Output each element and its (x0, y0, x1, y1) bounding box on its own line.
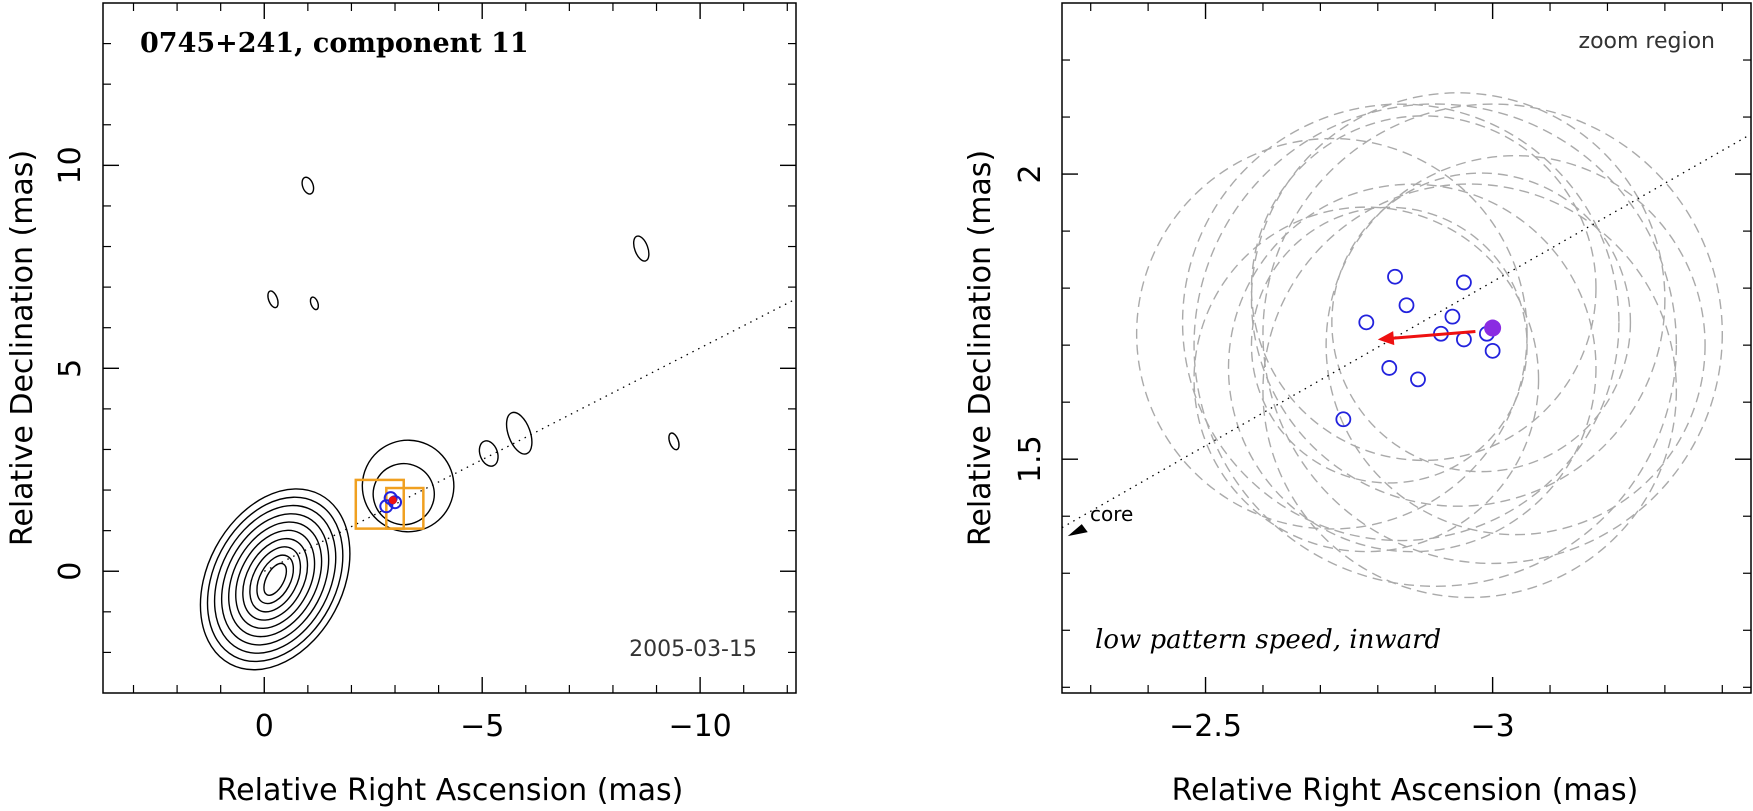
jet-contour (505, 411, 533, 455)
right-x-axis-label: Relative Right Ascension (mas) (1172, 773, 1639, 808)
velocity-vector-arrowhead (1377, 331, 1395, 346)
right-plot-frame (1061, 2, 1752, 694)
jet-contour (632, 235, 650, 262)
right-x-tick-label: −3 (1471, 709, 1515, 744)
component-position (1456, 274, 1472, 291)
jet-contour (372, 462, 435, 526)
jet-contour (361, 439, 455, 533)
uncertainty-circle (1193, 103, 1678, 587)
component-position (1358, 314, 1375, 331)
uncertainty-circle (1250, 206, 1528, 484)
left-x-tick-label: −10 (668, 709, 731, 744)
right-title: zoom region (1579, 29, 1715, 54)
core-contour (199, 488, 351, 671)
right-y-axis-label: Relative Declination (mas) (963, 150, 998, 546)
core-label: core (1090, 502, 1133, 526)
left-y-axis-label: Relative Declination (mas) (5, 150, 40, 546)
left-x-tick-label: −5 (460, 709, 504, 744)
right-x-tick-label: −2.5 (1169, 709, 1242, 744)
core-contour (263, 562, 288, 596)
uncertainty-circle (1181, 103, 1620, 542)
core-contour (220, 513, 330, 646)
left-ticks: 0 −5 −10 0 5 10 (53, 3, 796, 744)
component-position (1398, 297, 1415, 314)
uncertainty-circle (1262, 183, 1678, 599)
uncertainty-circle (1250, 115, 1597, 462)
component-position (1410, 371, 1426, 388)
core-contour (235, 529, 316, 630)
core-direction-arrowhead (1067, 524, 1088, 537)
component-position (1335, 411, 1352, 428)
component-marker (383, 491, 398, 506)
uncertainty-circle (1331, 172, 1632, 473)
component-position (1387, 268, 1403, 285)
zoom-box (354, 478, 405, 530)
component-marker (379, 499, 394, 514)
jet-contour (301, 176, 315, 195)
right-panel: −2.5 −3 1.5 2 zoom region low pattern speed… (963, 2, 1752, 808)
velocity-vector (1389, 329, 1476, 340)
jet-contour (267, 290, 279, 309)
uncertainty-circle (1325, 154, 1706, 536)
core-contour (228, 521, 323, 638)
component-position (1444, 308, 1461, 325)
uncertainty-circle (1262, 103, 1723, 565)
core-contour (256, 554, 295, 605)
left-plot-frame (102, 2, 797, 694)
component-marker (388, 495, 403, 510)
right-y-tick-label: 1.5 (1013, 435, 1048, 483)
right-annotation: low pattern speed, inward (1095, 625, 1441, 655)
left-x-tick-label: 0 (255, 709, 274, 744)
right-plot-area (1062, 92, 1751, 599)
left-y-tick-label: 5 (53, 359, 88, 378)
right-y-tick-label: 2 (1013, 165, 1048, 184)
right-ticks: −2.5 −3 1.5 2 (1013, 3, 1751, 744)
mean-position-marker (1484, 319, 1502, 337)
left-date-label: 2005-03-15 (629, 637, 757, 662)
jet-contour (668, 432, 680, 451)
component-position (1456, 331, 1472, 348)
jet-contour (478, 440, 499, 467)
jet-contour (309, 296, 320, 311)
left-title: 0745+241, component 11 (140, 28, 529, 59)
core-contour (213, 504, 337, 654)
component-mean-marker (388, 496, 397, 505)
zoom-box (385, 486, 425, 530)
jet-axis-line (1062, 133, 1751, 529)
core-contour (206, 496, 344, 663)
uncertainty-circle (1250, 92, 1666, 507)
jet-axis-line (263, 298, 796, 572)
component-position (1484, 342, 1501, 359)
left-y-tick-label: 0 (53, 562, 88, 581)
left-x-axis-label: Relative Right Ascension (mas) (217, 773, 684, 808)
left-plot-area (199, 176, 796, 671)
core-contour (249, 546, 302, 613)
uncertainty-circle (1227, 183, 1597, 553)
uncertainty-circle (1193, 206, 1540, 553)
left-y-tick-label: 10 (53, 146, 88, 184)
core-contour (242, 537, 309, 621)
left-panel: 0 −5 −10 0 5 10 0745+241, component 11 2005-0… (5, 2, 797, 808)
component-position (1381, 360, 1398, 376)
